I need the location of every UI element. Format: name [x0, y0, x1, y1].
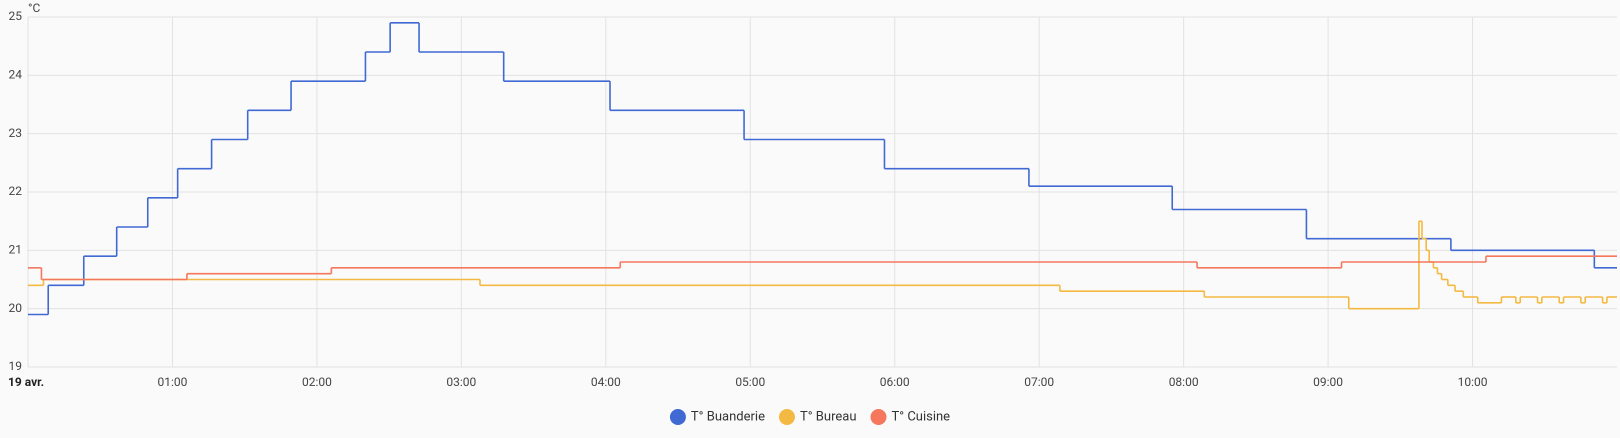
x-tick-label: 01:00 [158, 375, 188, 389]
x-tick-label: 19 avr. [8, 375, 44, 389]
x-tick-label: 04:00 [591, 375, 621, 389]
x-tick-label: 10:00 [1458, 375, 1488, 389]
x-tick-label: 03:00 [446, 375, 476, 389]
y-tick-label: 19 [9, 359, 23, 373]
legend-swatch [669, 409, 686, 425]
x-tick-label: 05:00 [735, 375, 765, 389]
x-tick-label: 07:00 [1024, 375, 1054, 389]
legend-item[interactable]: T° Cuisine [870, 409, 951, 425]
x-tick-label: 09:00 [1313, 375, 1343, 389]
y-tick-label: 25 [9, 9, 23, 23]
legend-item[interactable]: T° Buanderie [669, 409, 765, 425]
series [28, 22, 1617, 316]
series [28, 220, 1617, 310]
y-tick-label: 22 [9, 184, 23, 198]
x-tick-label: 06:00 [880, 375, 910, 389]
legend-label: T° Cuisine [892, 409, 951, 424]
x-tick-label: 08:00 [1169, 375, 1199, 389]
y-tick-label: 20 [9, 301, 23, 315]
y-tick-label: 23 [9, 126, 23, 140]
legend-swatch [870, 409, 887, 425]
series [28, 255, 1617, 281]
legend-label: T° Buanderie [691, 409, 765, 424]
legend-label: T° Bureau [800, 409, 857, 424]
y-tick-label: 21 [9, 243, 23, 257]
legend-swatch [778, 409, 795, 425]
y-tick-label: 24 [9, 68, 23, 82]
legend: T° Buanderie T° Bureau T° Cuisine [669, 409, 951, 425]
y-unit: °C [28, 1, 40, 15]
legend-item[interactable]: T° Bureau [778, 409, 857, 425]
x-tick-label: 02:00 [302, 375, 332, 389]
